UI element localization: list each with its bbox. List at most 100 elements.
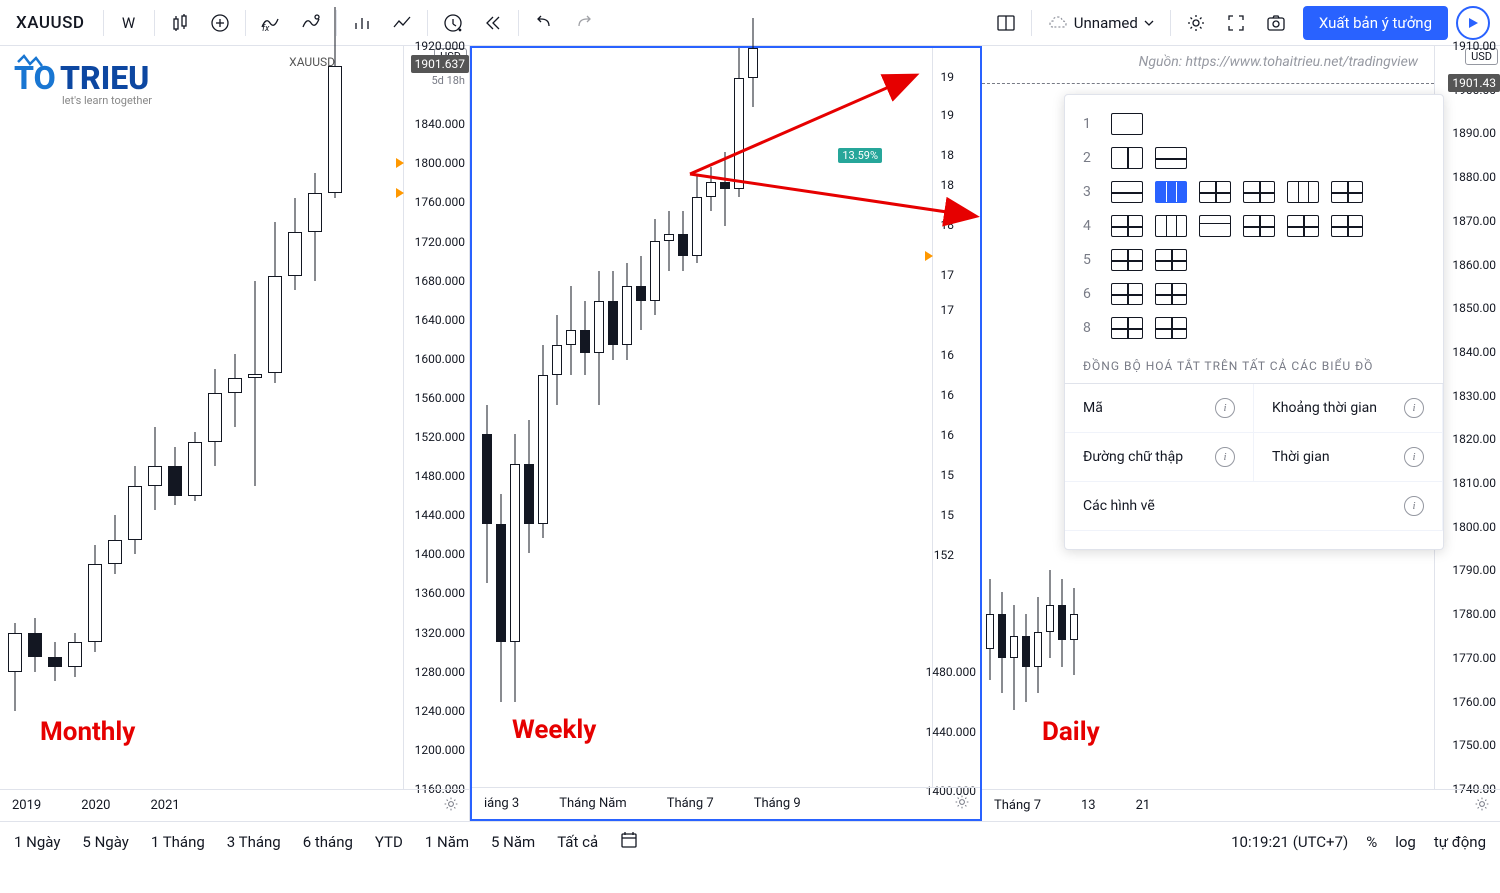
range-button[interactable]: 6 tháng <box>303 833 353 851</box>
separator <box>1170 10 1171 36</box>
layout-option[interactable] <box>1243 181 1275 203</box>
gear-icon[interactable] <box>1474 796 1490 816</box>
layout-option[interactable] <box>1155 147 1187 169</box>
yaxis-tick-partial: 16 <box>941 388 955 402</box>
sync-option[interactable]: Mã i <box>1065 384 1254 433</box>
layout-option[interactable] <box>1155 249 1187 271</box>
yaxis-tick: 1780.00 <box>1452 607 1496 621</box>
xaxis-daily[interactable]: Tháng 71321 <box>982 789 1500 821</box>
layout-option[interactable] <box>1331 215 1363 237</box>
sync-option-label: Mã <box>1083 400 1103 416</box>
source-note: Nguồn: https://www.tohaitrieu.net/tradin… <box>1139 54 1418 70</box>
range-button[interactable]: Tất cả <box>557 833 598 851</box>
layout-option[interactable] <box>1111 113 1143 135</box>
yaxis-tick: 1820.00 <box>1452 432 1496 446</box>
layout-option[interactable] <box>1111 317 1143 339</box>
indicators-icon[interactable]: fx <box>252 4 290 42</box>
templates-icon[interactable] <box>292 4 330 42</box>
info-icon[interactable]: i <box>1404 447 1424 467</box>
layout-option[interactable] <box>1111 181 1143 203</box>
range-button[interactable]: 5 Ngày <box>82 833 128 851</box>
replay-icon[interactable] <box>474 4 512 42</box>
layout-option[interactable] <box>1111 249 1143 271</box>
layout-grid-icon[interactable] <box>987 4 1025 42</box>
log-button[interactable]: log <box>1395 833 1416 851</box>
sync-option[interactable]: Các hình vẽi <box>1065 482 1443 531</box>
layout-option[interactable] <box>1155 215 1187 237</box>
svg-text:let's learn together: let's learn together <box>62 94 152 107</box>
layout-row-number: 4 <box>1083 218 1097 234</box>
range-button[interactable]: 1 Năm <box>425 833 469 851</box>
layout-option[interactable] <box>1199 215 1231 237</box>
candles-icon[interactable] <box>161 4 199 42</box>
layout-row: 5 <box>1065 243 1443 277</box>
info-icon[interactable]: i <box>1215 447 1235 467</box>
percent-button[interactable]: % <box>1366 833 1377 851</box>
layout-option[interactable] <box>1111 283 1143 305</box>
gear-icon[interactable] <box>443 796 459 816</box>
bottom-bar: 1 Ngày 5 Ngày 1 Tháng 3 Tháng 6 tháng YTD 1 Nă… <box>0 821 1500 861</box>
forecast-icon[interactable] <box>383 4 421 42</box>
screenshot-icon[interactable] <box>1257 4 1295 42</box>
settings-icon[interactable] <box>1177 4 1215 42</box>
yaxis-tick: 1790.00 <box>1452 563 1496 577</box>
info-icon[interactable]: i <box>1404 398 1424 418</box>
separator <box>1031 10 1032 36</box>
xaxis-monthly[interactable]: 201920202021 <box>0 789 469 821</box>
layout-row: 1 <box>1065 107 1443 141</box>
yaxis-tick-partial: 16 <box>941 348 955 362</box>
symbol-label[interactable]: XAUUSD <box>4 13 97 33</box>
add-icon[interactable] <box>201 4 239 42</box>
gear-icon[interactable] <box>954 794 970 814</box>
layout-option[interactable] <box>1155 181 1187 203</box>
yaxis-tick-partial: 19 <box>941 108 955 122</box>
date-range-icon[interactable] <box>620 831 638 853</box>
interval-button[interactable]: W <box>110 4 148 42</box>
info-icon[interactable]: i <box>1215 398 1235 418</box>
yaxis-monthly[interactable]: USD 1920.0001840.0001800.0001760.0001720… <box>403 46 469 789</box>
auto-button[interactable]: tự động <box>1434 833 1486 851</box>
yaxis-weekly[interactable]: 1480.0001440.0001400.0001919181818171716… <box>932 48 980 787</box>
cloud-icon <box>1048 13 1068 33</box>
sync-option[interactable]: Khoảng thời giani <box>1254 384 1443 433</box>
marker-icon <box>925 251 933 261</box>
range-button[interactable]: YTD <box>375 833 403 851</box>
range-button[interactable]: 1 Tháng <box>151 833 205 851</box>
layout-option[interactable] <box>1155 283 1187 305</box>
layout-option[interactable] <box>1331 181 1363 203</box>
layout-row-number: 3 <box>1083 184 1097 200</box>
xaxis-weekly[interactable]: iáng 3Tháng NămTháng 7Tháng 9 <box>472 787 980 819</box>
play-icon[interactable] <box>1456 6 1490 40</box>
pane-label-daily: Daily <box>1042 717 1100 747</box>
info-icon[interactable]: i <box>1404 496 1424 516</box>
publish-button[interactable]: Xuất bản ý tưởng <box>1303 6 1448 40</box>
price-line <box>982 83 1434 84</box>
yaxis-tick: 1750.00 <box>1452 738 1496 752</box>
redo-icon[interactable] <box>565 4 603 42</box>
range-button[interactable]: 1 Ngày <box>14 833 60 851</box>
range-button[interactable]: 5 Năm <box>491 833 535 851</box>
layout-name-dropdown[interactable]: Unnamed <box>1038 13 1164 33</box>
price-badge: 1901.43 <box>1448 74 1500 92</box>
chart-weekly[interactable]: Weekly 13.59% <box>472 48 932 787</box>
alert-icon[interactable] <box>434 4 472 42</box>
range-button[interactable]: 3 Tháng <box>227 833 281 851</box>
layout-option[interactable] <box>1111 147 1143 169</box>
price-badge: 1901.637 <box>411 55 469 73</box>
sync-option[interactable]: Đường chữ thậpi <box>1065 433 1254 482</box>
sync-option[interactable]: Thời giani <box>1254 433 1443 482</box>
layout-option[interactable] <box>1243 215 1275 237</box>
layout-option[interactable] <box>1111 215 1143 237</box>
svg-text:TRIEU: TRIEU <box>60 59 149 97</box>
layout-option[interactable] <box>1155 317 1187 339</box>
undo-icon[interactable] <box>525 4 563 42</box>
marker-icon <box>396 188 404 198</box>
yaxis-tick: 1400.000 <box>415 547 465 561</box>
layout-option[interactable] <box>1287 181 1319 203</box>
chart-monthly[interactable]: TOTRIEUlet's learn together Monthly XAUU… <box>0 46 403 789</box>
layout-option[interactable] <box>1199 181 1231 203</box>
bar-chart-icon[interactable] <box>343 4 381 42</box>
fullscreen-icon[interactable] <box>1217 4 1255 42</box>
yaxis-tick: 1480.000 <box>415 469 465 483</box>
layout-option[interactable] <box>1287 215 1319 237</box>
